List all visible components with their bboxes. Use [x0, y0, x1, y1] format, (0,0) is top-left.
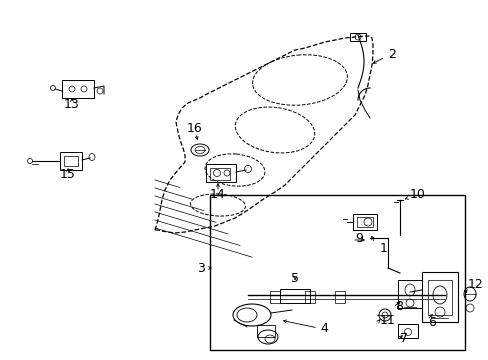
Text: 6: 6 [427, 315, 435, 328]
Text: 7: 7 [399, 332, 407, 345]
Bar [427, 280, 451, 315]
Bar [209, 195, 464, 350]
Bar [397, 280, 421, 308]
Bar [397, 324, 417, 338]
Text: 4: 4 [319, 321, 327, 334]
Text: 1: 1 [379, 242, 387, 255]
Bar [64, 156, 78, 166]
Bar [356, 217, 372, 227]
Bar [334, 291, 345, 303]
Bar [205, 164, 236, 182]
Bar [257, 325, 274, 337]
Text: 9: 9 [354, 231, 362, 244]
Text: 13: 13 [64, 99, 80, 112]
Text: 14: 14 [210, 189, 225, 202]
Bar [280, 289, 309, 303]
Bar [60, 152, 82, 170]
Bar [209, 168, 229, 180]
Text: 3: 3 [197, 261, 204, 274]
Bar [269, 291, 280, 303]
Text: 15: 15 [60, 168, 76, 181]
Text: 12: 12 [467, 279, 483, 292]
Bar [62, 80, 94, 98]
Text: 10: 10 [409, 189, 425, 202]
Text: 2: 2 [387, 49, 395, 62]
Text: 16: 16 [187, 122, 203, 135]
Bar [305, 291, 314, 303]
Bar [352, 214, 376, 230]
Bar [421, 272, 457, 322]
Text: 8: 8 [394, 301, 402, 314]
Bar [349, 33, 365, 41]
Text: 11: 11 [379, 314, 395, 327]
Text: 5: 5 [290, 271, 298, 284]
